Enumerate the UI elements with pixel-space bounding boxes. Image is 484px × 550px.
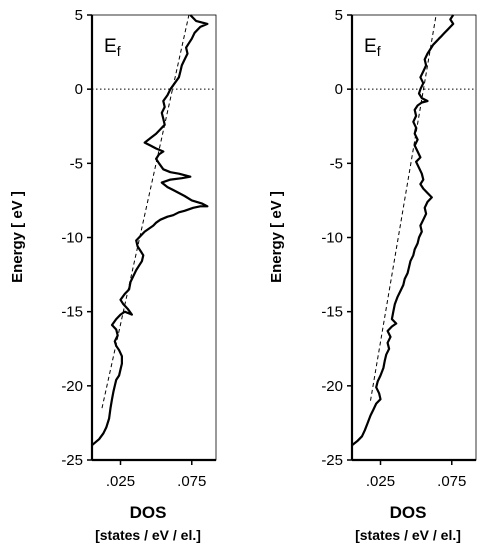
y-tick-label: 0 — [335, 81, 343, 98]
fermi-level-symbol: E — [104, 36, 117, 57]
dos-curve — [91, 14, 209, 447]
y-axis-title: Energy [ eV ] — [268, 191, 285, 283]
y-axis-label-group: Energy [ eV ] — [9, 191, 26, 283]
y-tick-label: -10 — [61, 230, 83, 247]
y-axis-label-group: Energy [ eV ] — [268, 191, 285, 283]
y-axis-title-text: Energy — [9, 228, 26, 283]
fermi-level-subscript: f — [117, 43, 121, 59]
y-tick-label: 0 — [75, 81, 83, 98]
y-tick-label: -15 — [321, 304, 343, 321]
y-tick-label: -25 — [321, 452, 343, 469]
dos-panel-2: 5 0 -5 -10 -15 -20 -25 .025 .075 DOS [states / eV … — [268, 7, 477, 543]
x-axis-title: DOS — [390, 503, 427, 522]
x-tick-label: .075 — [437, 473, 466, 490]
fermi-level-symbol: E — [364, 36, 377, 57]
x-tick-label: .025 — [106, 473, 135, 490]
y-tick-label: -15 — [61, 304, 83, 321]
x-tick-label: .025 — [366, 473, 395, 490]
linear-fit-line — [370, 14, 437, 401]
x-axis-units: [states / eV / el.] — [95, 527, 201, 543]
x-tick-label: .075 — [177, 473, 206, 490]
plot-frame — [351, 14, 477, 461]
fermi-level-label: Ef — [364, 36, 381, 59]
x-axis-title: DOS — [130, 503, 167, 522]
y-tick-label: -5 — [330, 155, 343, 172]
y-tick-label: 5 — [335, 7, 343, 24]
y-tick-label: -10 — [321, 230, 343, 247]
x-axis-units: [states / eV / el.] — [355, 527, 461, 543]
dos-curve — [351, 14, 455, 447]
y-tick-label: -20 — [61, 378, 83, 395]
y-tick-label: -25 — [61, 452, 83, 469]
dos-panel-1: 5 0 -5 -10 -15 -20 -25 .025 .075 DOS [states / eV … — [9, 7, 217, 543]
y-tick-label: 5 — [75, 7, 83, 24]
y-axis-title-text: Energy — [268, 228, 285, 283]
fermi-level-subscript: f — [377, 43, 381, 59]
fermi-level-label: Ef — [104, 36, 121, 59]
y-axis-units: [ eV ] — [268, 191, 285, 228]
y-tick-label: -20 — [321, 378, 343, 395]
linear-fit-line — [101, 14, 190, 409]
y-tick-label: -5 — [70, 155, 83, 172]
y-axis-title: Energy [ eV ] — [9, 191, 26, 283]
plot-frame — [91, 14, 217, 461]
y-axis-units: [ eV ] — [9, 191, 26, 228]
